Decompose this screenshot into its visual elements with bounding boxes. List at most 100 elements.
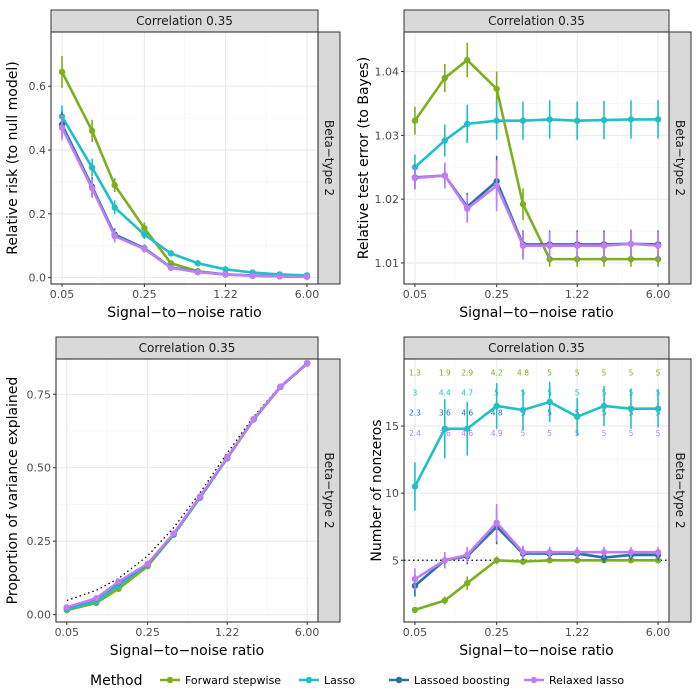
panel-border: [50, 31, 319, 285]
data-point: [196, 493, 204, 500]
annotation-label: 5: [575, 389, 580, 398]
x-tick-label: 0.25: [484, 626, 509, 639]
data-point: [111, 204, 118, 211]
data-point: [249, 272, 256, 279]
data-point: [600, 242, 608, 249]
data-point: [141, 224, 148, 232]
data-point: [519, 242, 527, 249]
x-tick-label: 1.22: [565, 626, 590, 639]
y-tick-label: 0.4: [29, 144, 47, 157]
x-tick-label: 0.25: [135, 626, 160, 639]
data-point: [519, 201, 527, 208]
annotation-label: 5: [602, 429, 607, 438]
data-point: [115, 578, 122, 585]
data-point: [170, 530, 177, 537]
series-line: [66, 362, 309, 609]
legend-key-point: [530, 676, 538, 684]
panel-background: [56, 359, 318, 622]
series-forward-stepwise: [411, 556, 662, 614]
data-point: [464, 205, 471, 212]
data-point: [493, 519, 500, 526]
annotation-label: 5: [656, 368, 661, 377]
annotation-label: 5: [602, 368, 607, 377]
annotation-label: 2.4: [409, 429, 421, 438]
data-point: [222, 271, 229, 278]
data-point: [411, 483, 419, 490]
series-lasso: [411, 381, 662, 511]
x-axis-title: Signal−to−noise ratio: [110, 643, 265, 659]
x-axis-title: Signal−to−noise ratio: [459, 305, 614, 321]
series-lasso: [411, 100, 662, 181]
panel-variance-explained: Correlation 0.35 Beta−type 2 0.00 0.25 0.50 0…: [5, 336, 341, 659]
series-line: [414, 521, 659, 581]
panel-relative-risk: Correlation 0.35 Beta−type 2 0.0 0.2 0.4 0.6 0…: [5, 9, 341, 321]
data-point: [519, 406, 527, 414]
annotation-label: 4.9: [491, 429, 503, 438]
data-point: [303, 359, 311, 367]
data-point: [141, 245, 148, 253]
y-tick-label: 1.02: [375, 193, 400, 206]
series-line: [414, 174, 659, 248]
legend-entry-label: Relaxed lasso: [549, 674, 624, 687]
annotation-label: 5: [521, 429, 526, 438]
x-tick-label: 6.00: [646, 626, 671, 639]
y-tick-label: 0.00: [27, 609, 52, 622]
data-point: [493, 402, 500, 410]
data-point: [441, 74, 448, 82]
annotation-label: 4.8: [517, 368, 529, 377]
annotation-label: 4.7: [461, 389, 473, 398]
data-point: [441, 597, 448, 604]
data-point: [141, 231, 148, 238]
x-tick-label: 1.22: [213, 288, 238, 301]
series-relaxed-lasso: [58, 114, 311, 280]
data-point: [441, 172, 448, 179]
y-tick-label: 0.50: [27, 462, 52, 475]
data-point: [441, 425, 448, 432]
data-point: [493, 117, 500, 124]
x-tick-label: 0.25: [132, 288, 157, 301]
data-point: [627, 255, 635, 263]
data-point: [627, 405, 635, 412]
data-point: [411, 575, 419, 583]
x-tick-label: 6.00: [295, 626, 320, 639]
annotation-label: 1.3: [409, 368, 421, 377]
y-tick-label: 1.04: [375, 66, 400, 79]
data-point: [303, 273, 311, 280]
data-point: [167, 264, 175, 271]
panel-relative-test-error: Correlation 0.35 Beta−type 2 1.01 1.02 1.03 1…: [356, 9, 692, 321]
annotation-label: 5: [547, 368, 552, 377]
facet-title: Correlation 0.35: [136, 14, 233, 28]
data-point: [224, 454, 231, 461]
data-point: [546, 398, 553, 406]
panel-border: [403, 358, 670, 623]
series-line: [414, 118, 659, 169]
data-point: [63, 604, 71, 611]
data-point: [194, 268, 201, 276]
panel-border: [55, 358, 319, 623]
y-tick-label: 5: [392, 554, 399, 567]
x-tick-label: 0.05: [403, 288, 428, 301]
data-point: [546, 116, 553, 123]
data-point: [88, 127, 96, 135]
annotation-label: 3: [413, 389, 418, 398]
y-tick-label: 0.0: [29, 272, 47, 285]
data-point: [600, 402, 608, 410]
series-line: [414, 558, 659, 612]
data-point: [88, 164, 96, 171]
y-tick-label: 1.01: [375, 257, 400, 270]
data-point: [111, 181, 118, 189]
data-point: [493, 182, 500, 189]
data-point: [573, 413, 581, 420]
data-point: [654, 549, 662, 556]
data-point: [464, 579, 471, 587]
data-point: [144, 560, 151, 568]
data-point: [411, 174, 419, 182]
y-axis-title: Proportion of variance explained: [5, 377, 21, 605]
panel-background: [51, 32, 318, 284]
data-point: [441, 557, 448, 564]
data-point: [277, 383, 284, 390]
data-point: [493, 557, 500, 564]
facet-title: Correlation 0.35: [488, 341, 585, 355]
data-point: [627, 549, 635, 556]
